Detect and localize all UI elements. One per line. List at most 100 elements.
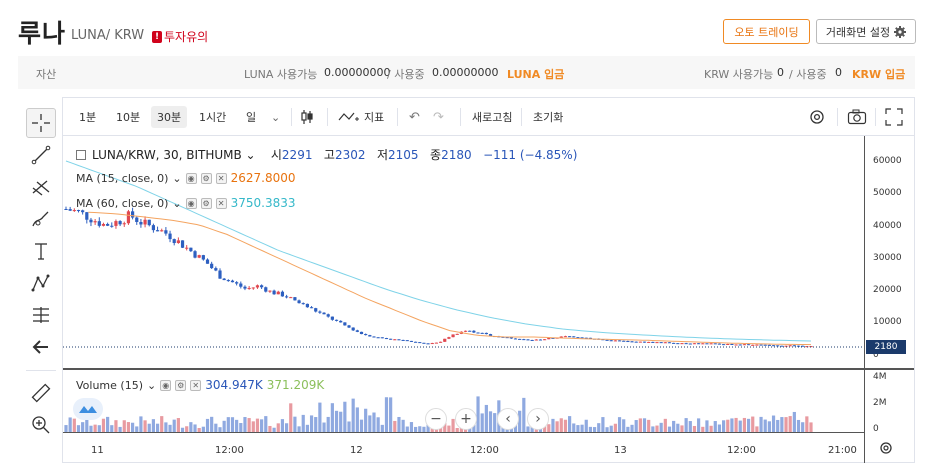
candle-body bbox=[443, 338, 447, 342]
volume-chevron-icon[interactable]: ⌄ bbox=[147, 378, 157, 392]
scroll-left-button[interactable]: ‹ bbox=[497, 408, 519, 430]
candle-body bbox=[230, 280, 235, 283]
volume-bar bbox=[106, 416, 110, 432]
pane-separator[interactable] bbox=[63, 368, 914, 370]
candle-body bbox=[122, 223, 126, 225]
screen-settings-button[interactable]: 거래화면 설정 bbox=[816, 19, 916, 44]
interval-day[interactable]: 일 bbox=[246, 111, 257, 124]
volume-axis[interactable]: 4M 2M 0 bbox=[865, 370, 914, 434]
krw-deposit-link[interactable]: KRW 입금 bbox=[852, 68, 906, 81]
crosshair-tool[interactable] bbox=[26, 108, 56, 138]
ma60-chevron-icon[interactable]: ⌄ bbox=[172, 196, 182, 210]
volume-bar bbox=[459, 427, 463, 432]
close-icon[interactable]: ✕ bbox=[215, 197, 227, 209]
gear-icon bbox=[810, 110, 824, 124]
volume-bar bbox=[284, 423, 289, 432]
volume-bar bbox=[543, 424, 547, 432]
eye-icon[interactable]: ◉ bbox=[160, 379, 172, 391]
volume-bar bbox=[64, 425, 68, 432]
candle-series bbox=[64, 206, 813, 348]
fib-tool[interactable] bbox=[26, 172, 56, 202]
low-value: 2105 bbox=[388, 148, 419, 162]
candle-body bbox=[580, 337, 584, 339]
price-tick: 40000 bbox=[873, 221, 902, 231]
refresh-button[interactable]: 새로고침 bbox=[472, 111, 513, 124]
symbol-label[interactable]: LUNA/KRW, 30, BITHUMB bbox=[92, 148, 242, 162]
volume-bar bbox=[742, 417, 747, 432]
volume-bar bbox=[372, 412, 376, 432]
time-axis[interactable]: 11 12:00 12 12:00 13 12:00 21:00 bbox=[63, 432, 864, 463]
fullscreen-button[interactable] bbox=[885, 106, 903, 128]
text-tool[interactable] bbox=[26, 236, 56, 266]
time-tick: 13 bbox=[614, 445, 627, 456]
zoom-in-button[interactable]: + bbox=[455, 408, 477, 430]
candle-body bbox=[355, 330, 359, 332]
close-icon[interactable]: ✕ bbox=[215, 172, 227, 184]
luna-deposit-link[interactable]: LUNA 입금 bbox=[507, 68, 565, 81]
ma60-label[interactable]: MA (60, close, 0) bbox=[76, 196, 169, 210]
chart-settings-button[interactable] bbox=[808, 106, 826, 128]
eye-icon[interactable]: ◉ bbox=[185, 172, 197, 184]
zoom-tool[interactable] bbox=[26, 410, 56, 440]
ma15-chevron-icon[interactable]: ⌄ bbox=[172, 171, 182, 185]
price-axis[interactable]: 60000 50000 40000 30000 20000 10000 0 bbox=[865, 136, 914, 366]
volume-label[interactable]: Volume (15) bbox=[76, 378, 143, 392]
measure-tool[interactable] bbox=[26, 300, 56, 330]
candle-body bbox=[164, 230, 168, 234]
screen-settings-label: 거래화면 설정 bbox=[825, 25, 891, 39]
interval-10m[interactable]: 10분 bbox=[116, 111, 141, 124]
volume-bar bbox=[343, 401, 347, 432]
indicator-button[interactable]: 지표 bbox=[338, 106, 384, 128]
zoom-out-button[interactable]: − bbox=[425, 408, 447, 430]
volume-bar bbox=[522, 397, 526, 432]
ma15-label[interactable]: MA (15, close, 0) bbox=[76, 171, 169, 185]
ruler-tool[interactable] bbox=[26, 378, 56, 408]
pattern-tool[interactable] bbox=[26, 268, 56, 298]
settings-icon[interactable]: ⚙ bbox=[200, 172, 212, 184]
candle-body bbox=[309, 307, 314, 309]
volume-bar bbox=[68, 417, 72, 432]
auto-trade-button[interactable]: 오토 트레이딩 bbox=[723, 19, 810, 44]
candle-body bbox=[721, 344, 726, 346]
volume-bar bbox=[692, 425, 697, 432]
volume-value: 304.947K bbox=[205, 378, 263, 392]
candle-body bbox=[730, 344, 734, 346]
volume-bar bbox=[488, 411, 493, 432]
redo-icon[interactable]: ↷ bbox=[433, 109, 444, 125]
trend-line-tool[interactable] bbox=[26, 140, 56, 170]
undo-icon[interactable]: ↶ bbox=[409, 109, 420, 125]
back-tool[interactable] bbox=[26, 332, 56, 362]
volume-bar bbox=[709, 425, 713, 432]
candle-body bbox=[247, 287, 251, 289]
candle-body bbox=[260, 285, 264, 288]
settings-icon[interactable]: ⚙ bbox=[175, 379, 187, 391]
candle-body bbox=[484, 332, 488, 335]
snapshot-button[interactable] bbox=[847, 106, 867, 128]
settings-icon[interactable]: ⚙ bbox=[200, 197, 212, 209]
interval-dropdown-chevron-icon[interactable]: ⌄ bbox=[271, 110, 281, 124]
eye-icon[interactable]: ◉ bbox=[185, 197, 197, 209]
candle-body bbox=[622, 340, 626, 342]
volume-bar bbox=[347, 421, 351, 432]
scroll-right-button[interactable]: › bbox=[527, 408, 549, 430]
volume-bar bbox=[305, 424, 309, 432]
candle-style-button[interactable] bbox=[299, 106, 315, 128]
brush-tool[interactable] bbox=[26, 204, 56, 234]
close-icon[interactable]: ✕ bbox=[190, 379, 202, 391]
candle-body bbox=[185, 247, 189, 249]
axis-settings-button[interactable] bbox=[878, 440, 894, 460]
symbol-chevron-icon[interactable]: ⌄ bbox=[245, 148, 256, 162]
interval-30m[interactable]: 30분 bbox=[151, 106, 188, 128]
candle-body bbox=[305, 303, 309, 308]
volume-bar bbox=[359, 419, 364, 432]
volume-bar bbox=[168, 424, 172, 432]
reset-button[interactable]: 초기화 bbox=[533, 111, 564, 124]
interval-1h[interactable]: 1시간 bbox=[199, 111, 227, 124]
volume-bar bbox=[605, 427, 609, 432]
volume-bar bbox=[651, 426, 655, 432]
volume-bar bbox=[118, 426, 122, 432]
interval-1m[interactable]: 1분 bbox=[79, 111, 97, 124]
collapse-icon[interactable] bbox=[76, 149, 86, 160]
price-chart[interactable] bbox=[63, 136, 864, 432]
volume-bar bbox=[180, 427, 185, 432]
